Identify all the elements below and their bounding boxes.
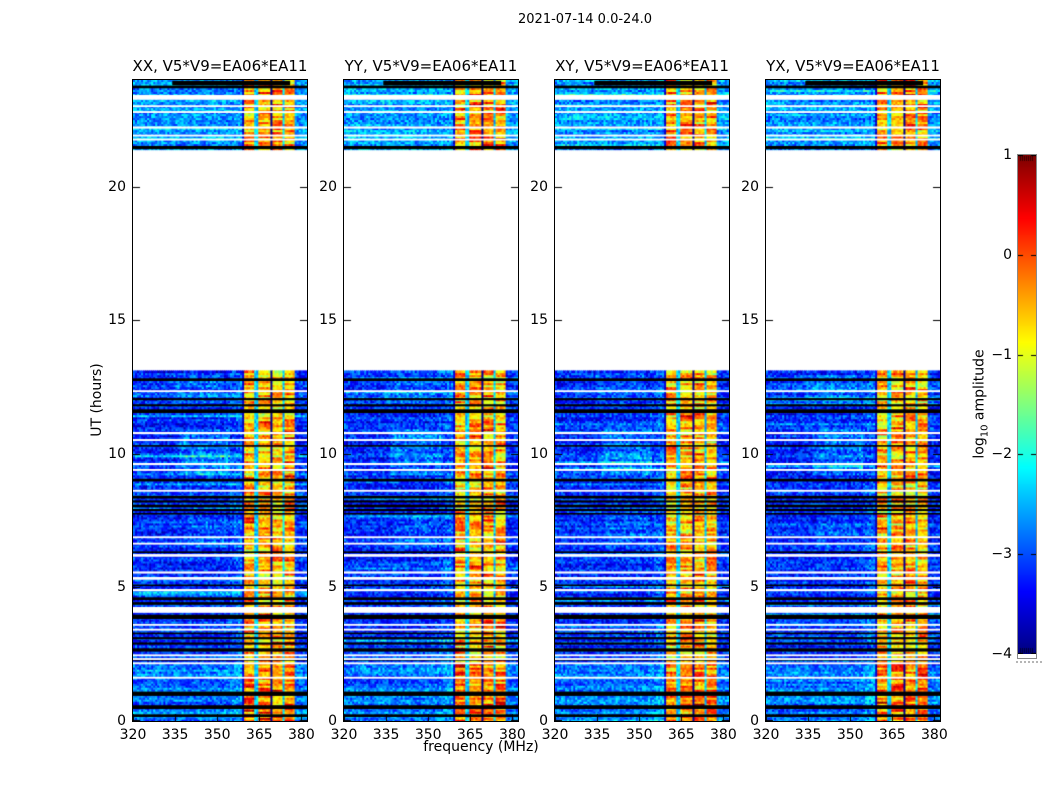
x-axis-tick-label: 320 [330,727,358,743]
y-axis-tick-label: 20 [319,178,337,195]
x-axis-tick-label: 335 [794,727,822,743]
y-axis-tick-label: 0 [328,713,337,729]
y-axis-tick-label: 10 [108,445,126,462]
colorbar [1017,154,1037,659]
spectrogram-canvas-xy [555,80,729,721]
spectrogram-panel-xx: XX, V5*V9=EA06*EA11 [132,57,308,722]
y-axis-tick-label: 15 [530,312,548,329]
y-axis-tick-label: 10 [741,445,759,462]
x-axis-tick-label: 380 [288,727,315,743]
x-axis-tick-label: 350 [203,727,231,743]
y-axis-tick-label: 0 [539,713,548,729]
colorbar-dotted-marker [1016,661,1042,663]
x-axis-tick-label: 365 [878,727,906,743]
x-axis-tick-label: 320 [541,727,569,743]
x-axis-tick-label: 365 [245,727,273,743]
y-axis-tick-label: 5 [328,579,337,596]
panel-title-xx: XX, V5*V9=EA06*EA11 [132,57,308,75]
y-axis-tick-label: 0 [117,713,126,729]
colorbar-tick-label: 1 [1003,147,1012,163]
spectrogram-panel-yy: YY, V5*V9=EA06*EA11 [343,57,519,722]
x-axis-tick-label: 320 [119,727,147,743]
x-axis-tick-label: 350 [625,727,653,743]
spectrogram-canvas-yx [766,80,940,721]
x-axis-tick-label: 380 [710,727,737,743]
y-axis-tick-label: 5 [117,579,126,596]
colorbar-tick-label: −2 [991,446,1012,463]
colorbar-tick-label: −4 [991,646,1012,662]
colorbar-tick-label: −1 [991,346,1012,363]
y-axis-tick-label: 20 [530,178,548,195]
spectrogram-canvas-xx [133,80,307,721]
y-axis-tick-label: 5 [750,579,759,596]
spectrogram-panel-xy: XY, V5*V9=EA06*EA11 [554,57,730,722]
x-axis-tick-label: 380 [921,727,948,743]
panel-title-yy: YY, V5*V9=EA06*EA11 [344,57,518,75]
x-axis-tick-label: 335 [161,727,189,743]
spectrogram-canvas-yy [344,80,518,721]
x-axis-tick-label: 320 [752,727,780,743]
y-axis-label: UT (hours) [89,363,105,437]
x-axis-tick-label: 335 [583,727,611,743]
y-axis-tick-label: 20 [741,178,759,195]
x-axis-tick-label: 350 [836,727,864,743]
y-axis-tick-label: 15 [741,312,759,329]
x-axis-tick-label: 365 [667,727,695,743]
colorbar-tick-label: −3 [991,546,1012,563]
y-axis-tick-label: 15 [319,312,337,329]
y-axis-tick-label: 10 [319,445,337,462]
colorbar-scale-canvas [1018,155,1036,654]
panel-title-xy: XY, V5*V9=EA06*EA11 [555,57,729,75]
colorbar-label: log10 amplitude [971,349,991,459]
y-axis-tick-label: 15 [108,312,126,329]
panel-title-yx: YX, V5*V9=EA06*EA11 [766,57,940,75]
y-axis-tick-label: 10 [530,445,548,462]
x-axis-tick-label: 380 [499,727,526,743]
figure-title: 2021-07-14 0.0-24.0 [518,12,652,27]
x-axis-tick-label: 365 [456,727,484,743]
y-axis-tick-label: 5 [539,579,548,596]
x-axis-label: frequency (MHz) [423,739,539,755]
y-axis-tick-label: 0 [750,713,759,729]
x-axis-tick-label: 335 [372,727,400,743]
colorbar-tick-label: 0 [1003,246,1012,263]
y-axis-tick-label: 20 [108,178,126,195]
spectrogram-panel-yx: YX, V5*V9=EA06*EA11 [765,57,941,722]
x-axis-tick-label: 350 [414,727,442,743]
